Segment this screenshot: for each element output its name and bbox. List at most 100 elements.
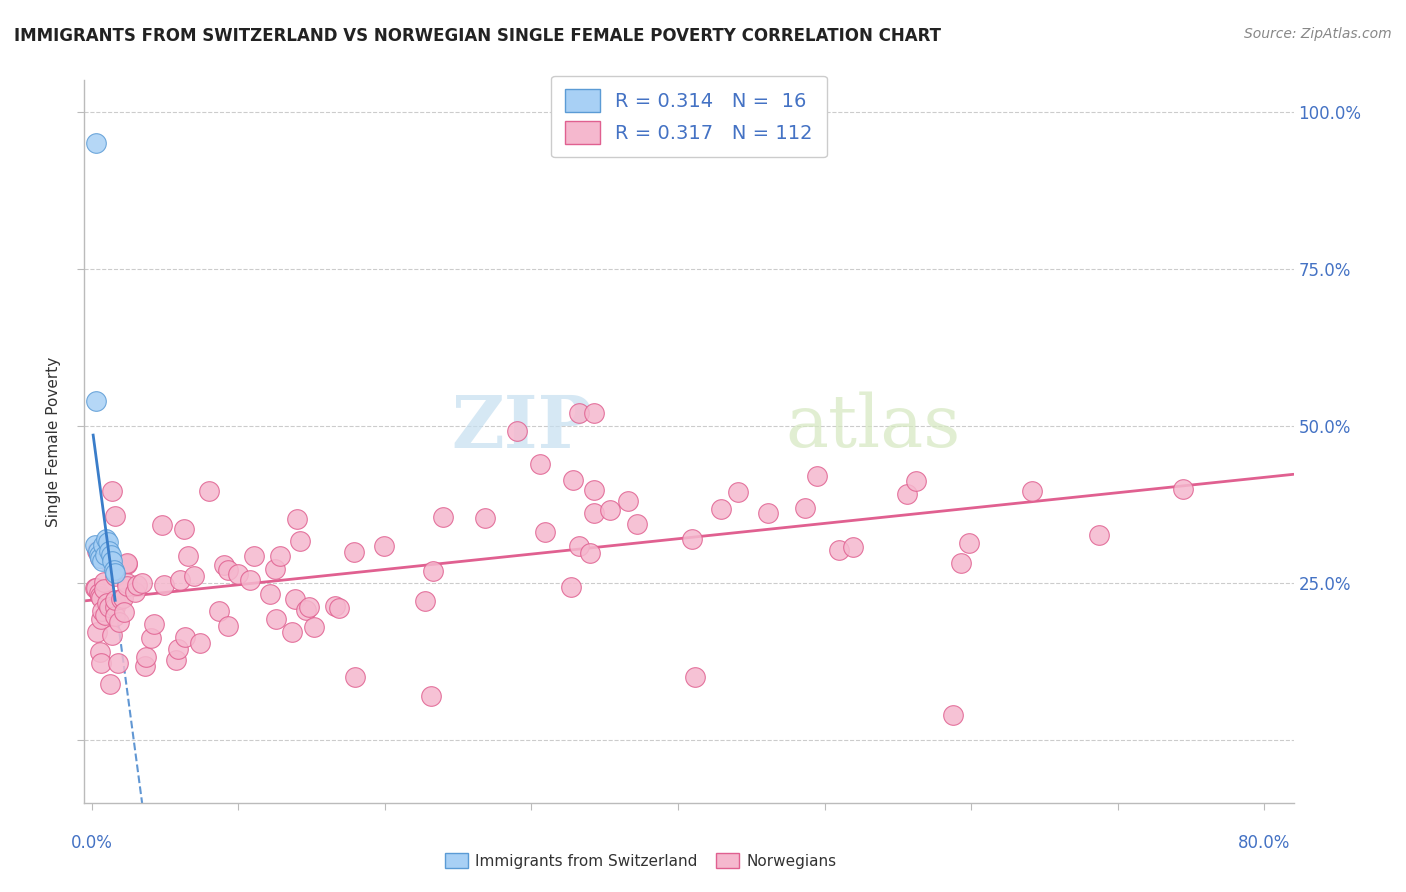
- Point: [165, 653, 187, 667]
- Point: [281, 624, 304, 639]
- Point: [626, 516, 648, 531]
- Point: [97, 535, 120, 549]
- Point: [103, 563, 125, 577]
- Point: [96, 532, 118, 546]
- Point: [153, 578, 176, 592]
- Point: [568, 539, 591, 553]
- Point: [104, 569, 127, 583]
- Point: [167, 642, 190, 657]
- Point: [90, 656, 112, 670]
- Point: [727, 485, 749, 500]
- Point: [419, 689, 441, 703]
- Point: [217, 563, 239, 577]
- Point: [794, 500, 817, 515]
- Point: [474, 511, 496, 525]
- Point: [89, 590, 111, 604]
- Point: [134, 659, 156, 673]
- Point: [422, 564, 444, 578]
- Point: [905, 474, 928, 488]
- Text: ZIP: ZIP: [451, 392, 592, 463]
- Point: [298, 599, 321, 614]
- Point: [87, 548, 110, 562]
- Point: [83, 538, 105, 552]
- Point: [150, 518, 173, 533]
- Point: [1087, 528, 1109, 542]
- Point: [295, 603, 318, 617]
- Point: [302, 620, 325, 634]
- Point: [100, 548, 122, 562]
- Point: [290, 533, 312, 548]
- Point: [242, 549, 264, 564]
- Point: [373, 539, 395, 553]
- Point: [89, 645, 111, 659]
- Point: [183, 569, 205, 583]
- Point: [93, 538, 115, 552]
- Point: [264, 562, 287, 576]
- Point: [115, 558, 138, 572]
- Point: [139, 631, 162, 645]
- Point: [101, 483, 124, 498]
- Point: [506, 424, 529, 438]
- Point: [98, 544, 121, 558]
- Point: [93, 575, 115, 590]
- Point: [131, 575, 153, 590]
- Legend: Immigrants from Switzerland, Norwegians: Immigrants from Switzerland, Norwegians: [439, 847, 842, 875]
- Point: [90, 591, 112, 605]
- Point: [104, 508, 127, 523]
- Point: [84, 393, 107, 408]
- Point: [284, 592, 307, 607]
- Point: [323, 599, 346, 613]
- Point: [173, 522, 195, 536]
- Point: [89, 586, 111, 600]
- Point: [169, 573, 191, 587]
- Point: [96, 596, 118, 610]
- Point: [104, 593, 127, 607]
- Point: [756, 506, 779, 520]
- Point: [226, 567, 249, 582]
- Point: [568, 406, 591, 420]
- Point: [583, 483, 606, 497]
- Y-axis label: Single Female Poverty: Single Female Poverty: [46, 357, 62, 526]
- Point: [1173, 483, 1195, 497]
- Point: [212, 558, 235, 572]
- Point: [125, 578, 148, 592]
- Point: [104, 566, 127, 581]
- Point: [942, 707, 965, 722]
- Point: [328, 601, 350, 615]
- Point: [599, 503, 621, 517]
- Text: atlas: atlas: [786, 392, 962, 462]
- Point: [174, 630, 197, 644]
- Point: [115, 576, 138, 591]
- Point: [107, 656, 129, 670]
- Point: [561, 473, 583, 487]
- Point: [84, 581, 107, 595]
- Point: [135, 649, 157, 664]
- Point: [285, 512, 308, 526]
- Text: 80.0%: 80.0%: [1239, 834, 1291, 852]
- Point: [529, 457, 551, 471]
- Point: [582, 507, 605, 521]
- Point: [828, 543, 851, 558]
- Point: [124, 585, 146, 599]
- Point: [143, 617, 166, 632]
- Point: [90, 604, 112, 618]
- Point: [111, 591, 134, 605]
- Point: [534, 524, 557, 539]
- Point: [101, 627, 124, 641]
- Point: [579, 546, 602, 560]
- Point: [86, 544, 108, 558]
- Point: [117, 579, 139, 593]
- Point: [950, 556, 973, 570]
- Point: [84, 582, 107, 596]
- Point: [104, 600, 127, 615]
- Point: [110, 592, 132, 607]
- Point: [710, 501, 733, 516]
- Point: [101, 554, 124, 568]
- Point: [343, 545, 366, 559]
- Text: Source: ZipAtlas.com: Source: ZipAtlas.com: [1244, 27, 1392, 41]
- Point: [86, 544, 108, 558]
- Text: IMMIGRANTS FROM SWITZERLAND VS NORWEGIAN SINGLE FEMALE POVERTY CORRELATION CHART: IMMIGRANTS FROM SWITZERLAND VS NORWEGIAN…: [14, 27, 941, 45]
- Point: [415, 593, 437, 607]
- Point: [432, 510, 454, 524]
- Point: [94, 548, 117, 562]
